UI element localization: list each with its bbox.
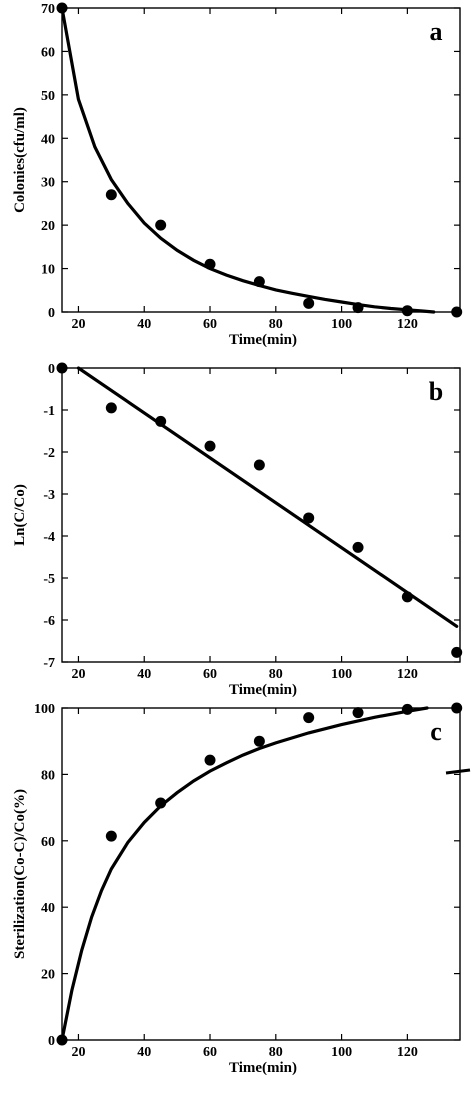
data-point: [155, 797, 167, 809]
y-tick-label: -6: [43, 614, 55, 629]
y-tick-label: -5: [43, 572, 55, 587]
y-tick-label: 60: [41, 835, 55, 850]
y-tick-label: 80: [41, 768, 55, 783]
panel-a: 20 40 60 80 100 120 0 10 20 30 40 50 60 70 Time(min) Co…: [12, 2, 463, 348]
y-tick-label: -3: [43, 488, 55, 503]
plot-frame: [61, 7, 461, 313]
data-point: [401, 703, 413, 715]
x-tick-label: 20: [71, 317, 85, 332]
data-point: [253, 735, 265, 747]
data-point: [253, 459, 265, 471]
x-tick-label: 120: [397, 317, 418, 332]
x-tick-label: 40: [137, 317, 151, 332]
panel-label: a: [430, 17, 443, 46]
y-axis-title: Ln(C/Co): [12, 484, 28, 546]
x-tick-label: 100: [331, 317, 352, 332]
fit-curve: [76, 366, 459, 628]
plot-frame: [61, 707, 461, 1041]
y-axis-title: Colonies(cfu/ml): [12, 107, 28, 213]
x-tick-label: 40: [137, 667, 151, 682]
data-point: [105, 189, 117, 201]
fit-curve: [60, 6, 436, 314]
y-tick-label: 0: [48, 306, 55, 321]
y-tick-label: 10: [41, 263, 55, 278]
y-tick-label: 40: [41, 901, 55, 916]
data-point: [352, 302, 364, 314]
y-tick-label: 0: [48, 362, 55, 377]
x-tick-label: 100: [331, 667, 352, 682]
data-point: [155, 415, 167, 427]
y-axis-title: Sterilization(Co-C)/Co(%): [12, 789, 28, 959]
x-tick-label: 20: [71, 1045, 85, 1060]
data-point: [105, 830, 117, 842]
data-point: [303, 712, 315, 724]
x-axis-title: Time(min): [229, 332, 297, 348]
data-point: [155, 219, 167, 231]
fit-curve: [60, 706, 429, 1042]
x-axis-title: Time(min): [229, 682, 297, 698]
data-point: [303, 512, 315, 524]
x-tick-label: 60: [203, 667, 217, 682]
data-point: [451, 306, 463, 318]
data-point: [451, 646, 463, 658]
y-tick-label: 30: [41, 176, 55, 191]
y-tick-label: 50: [41, 89, 55, 104]
data-point: [204, 754, 216, 766]
data-point: [352, 707, 364, 719]
y-tick-label: -2: [43, 446, 55, 461]
data-point: [56, 362, 68, 374]
y-tick-label: 0: [48, 1034, 55, 1049]
data-point: [253, 276, 265, 288]
data-point: [303, 297, 315, 309]
x-tick-label: 40: [137, 1045, 151, 1060]
x-tick-label: 20: [71, 667, 85, 682]
x-tick-label: 100: [331, 1045, 352, 1060]
y-tick-label: 20: [41, 968, 55, 983]
x-axis-title: Time(min): [229, 1060, 297, 1076]
data-point: [105, 402, 117, 414]
panel-c: 20 40 60 80 100 120 0 20 40 60 80 100 Time(min) Steri…: [12, 702, 463, 1076]
x-tick-label: 60: [203, 317, 217, 332]
data-point: [401, 305, 413, 317]
data-point: [451, 702, 463, 714]
x-tick-label: 80: [269, 667, 283, 682]
y-tick-label: 40: [41, 132, 55, 147]
y-tick-label: 20: [41, 219, 55, 234]
panel-label: c: [430, 717, 442, 746]
stray-mark: [445, 768, 471, 775]
data-point: [204, 440, 216, 452]
x-tick-label: 120: [397, 667, 418, 682]
y-tick-label: -4: [43, 530, 55, 545]
y-tick-label: 70: [41, 2, 55, 17]
y-tick-label: -7: [43, 656, 55, 671]
y-tick-label: 100: [34, 702, 55, 717]
data-point: [204, 258, 216, 270]
x-tick-label: 80: [269, 1045, 283, 1060]
data-point: [352, 541, 364, 553]
y-tick-label: -1: [43, 404, 55, 419]
data-point: [56, 2, 68, 14]
data-point: [401, 591, 413, 603]
x-tick-label: 120: [397, 1045, 418, 1060]
panel-b: 20 40 60 80 100 120 0 -1 -2 -3 -4 -5 -6 -7 Time(min) Ln…: [12, 362, 463, 698]
plot-frame: [61, 367, 461, 663]
data-point: [56, 1034, 68, 1046]
y-tick-label: 60: [41, 45, 55, 60]
x-tick-label: 60: [203, 1045, 217, 1060]
x-tick-label: 80: [269, 317, 283, 332]
panel-label: b: [429, 377, 443, 406]
